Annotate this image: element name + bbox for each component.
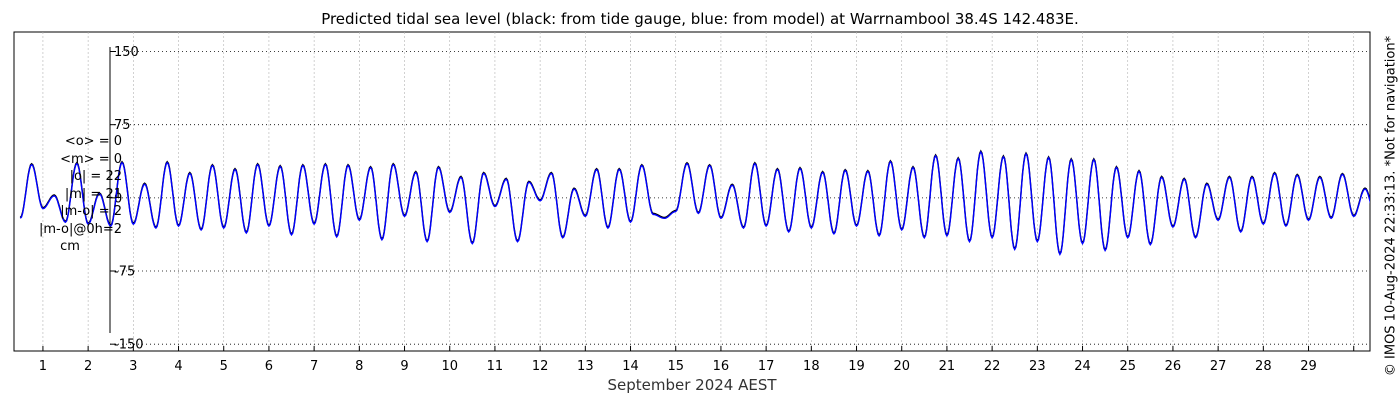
x-tick-label: 15 bbox=[667, 359, 684, 374]
x-tick-label: 12 bbox=[532, 359, 549, 374]
x-tick-label: 21 bbox=[939, 359, 956, 374]
stat-abs-diff: |m-o| = 2 bbox=[60, 204, 122, 219]
x-axis-ticks: 1 2 3 4 5 6 7 8 9 10 11 12 13 14 15 16 17 18 19 20 21 22 23 24 2… bbox=[39, 346, 1355, 374]
x-tick-label: 5 bbox=[220, 359, 228, 374]
x-tick-label: 2 bbox=[84, 359, 92, 374]
x-tick-label: 9 bbox=[400, 359, 408, 374]
stat-abs-model: |m| = 21 bbox=[64, 186, 122, 202]
series-layer bbox=[19, 149, 1370, 256]
x-tick-label: 20 bbox=[893, 359, 910, 374]
stats-panel: <o> = 0 <m> = 0 |o| = 22 |m| = 21 |m-o| … bbox=[12, 133, 122, 256]
x-tick-label: 29 bbox=[1300, 359, 1317, 374]
credit-text: © IMOS 10-Aug-2024 22:33:13. *Not for na… bbox=[1383, 35, 1399, 377]
x-tick-label: 3 bbox=[129, 359, 137, 374]
vertical-gridlines bbox=[42, 32, 1355, 351]
x-tick-label: 19 bbox=[848, 359, 865, 374]
x-tick-label: 23 bbox=[1029, 359, 1046, 374]
x-tick-label: 4 bbox=[174, 359, 182, 374]
y-tick-label: 75 bbox=[114, 118, 131, 133]
x-tick-label: 18 bbox=[803, 359, 820, 374]
x-tick-label: 8 bbox=[355, 359, 363, 374]
stat-mean-model: <m> = 0 bbox=[60, 151, 122, 167]
x-tick-label: 28 bbox=[1255, 359, 1272, 374]
y-axis-ticks: 150 75 0 -75 -150 bbox=[110, 45, 144, 353]
x-tick-label: 6 bbox=[265, 359, 273, 374]
x-tick-label: 24 bbox=[1074, 359, 1091, 374]
stat-abs-obs: |o| = 22 bbox=[69, 169, 122, 184]
x-tick-label: 16 bbox=[713, 359, 730, 374]
chart-title: Predicted tidal sea level (black: from t… bbox=[321, 10, 1079, 28]
x-tick-label: 10 bbox=[441, 359, 458, 374]
stat-unit: cm bbox=[60, 239, 80, 254]
x-tick-label: 11 bbox=[487, 359, 504, 374]
x-tick-label: 22 bbox=[984, 359, 1001, 374]
x-axis-label: September 2024 AEST bbox=[607, 376, 777, 394]
y-tick-label: 150 bbox=[114, 45, 139, 60]
x-tick-label: 14 bbox=[622, 359, 639, 374]
x-tick-label: 25 bbox=[1119, 359, 1136, 374]
x-tick-label: 7 bbox=[310, 359, 318, 374]
x-tick-label: 1 bbox=[39, 359, 47, 374]
series-line-model bbox=[19, 150, 1370, 256]
y-tick-label: 0 bbox=[114, 191, 122, 206]
stat-mean-obs: <o> = 0 bbox=[64, 134, 122, 149]
x-tick-label: 13 bbox=[577, 359, 594, 374]
x-tick-label: 27 bbox=[1210, 359, 1227, 374]
stat-abs-diff-0h: |m-o|@0h=2 bbox=[39, 221, 122, 237]
x-tick-label: 17 bbox=[758, 359, 775, 374]
y-tick-label: -75 bbox=[114, 265, 135, 280]
x-tick-label: 26 bbox=[1165, 359, 1182, 374]
y-tick-label: -150 bbox=[114, 338, 144, 353]
